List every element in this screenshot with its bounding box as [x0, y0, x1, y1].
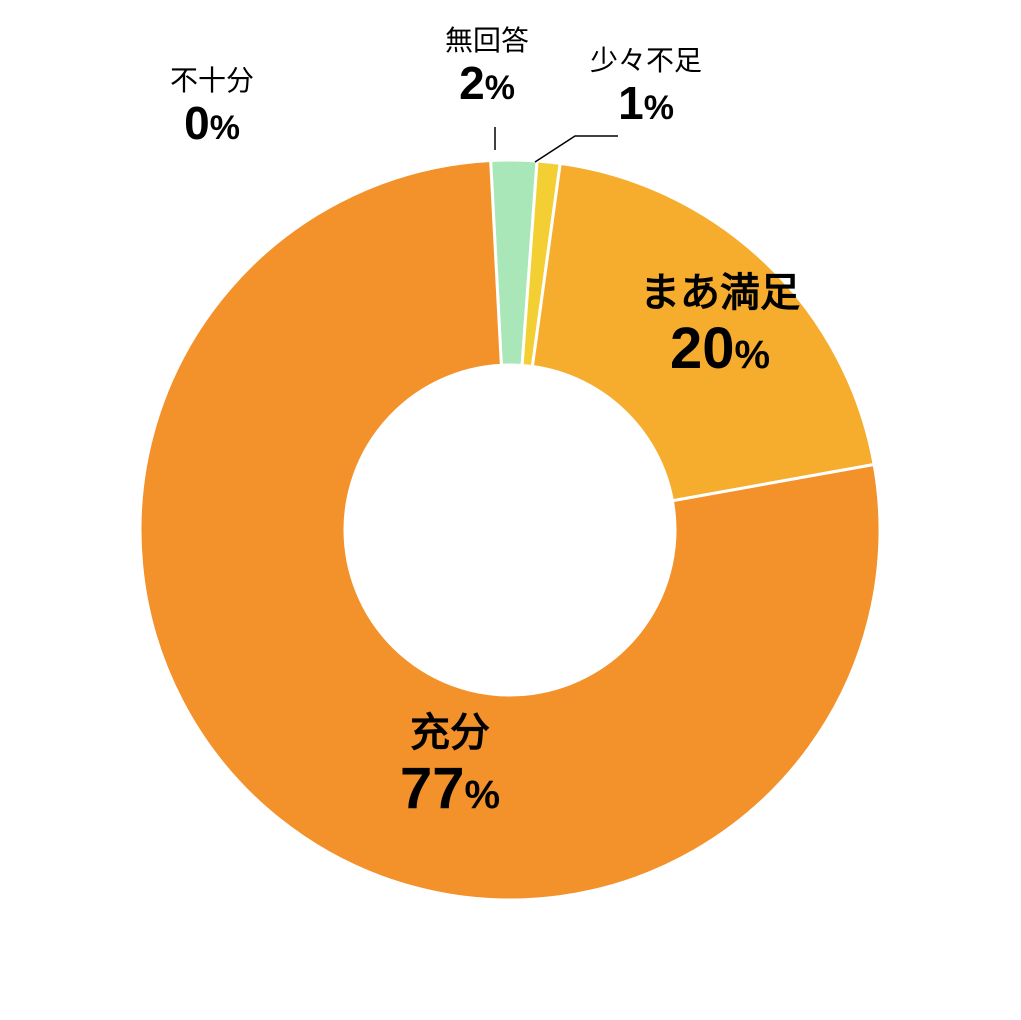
leader-slight_shortage [535, 136, 618, 162]
label-value: 2% [445, 57, 529, 110]
label-value: 0% [170, 97, 254, 150]
label-category: 少々不足 [590, 45, 702, 77]
label-category: 不十分 [170, 65, 254, 97]
label-number: 2 [459, 57, 485, 109]
label-slight_shortage: 少々不足1% [590, 45, 702, 130]
label-fairly_satisfied: まあ満足20% [640, 270, 800, 383]
label-sufficient: 充分77% [400, 710, 500, 823]
label-number: 20 [670, 316, 735, 381]
label-category: 無回答 [445, 25, 529, 57]
label-value: 77% [400, 756, 500, 823]
percent-symbol: % [485, 69, 515, 107]
percent-symbol: % [734, 333, 770, 377]
label-number: 1 [618, 77, 644, 129]
label-insufficient: 不十分0% [170, 65, 254, 150]
label-number: 0 [184, 97, 210, 149]
label-number: 77 [400, 756, 465, 821]
percent-symbol: % [210, 109, 240, 147]
donut-chart [0, 0, 1021, 1020]
label-value: 1% [590, 77, 702, 130]
label-value: 20% [640, 316, 800, 383]
label-category: 充分 [400, 710, 500, 756]
label-category: まあ満足 [640, 270, 800, 316]
percent-symbol: % [644, 89, 674, 127]
percent-symbol: % [465, 773, 501, 817]
label-no_answer: 無回答2% [445, 25, 529, 110]
